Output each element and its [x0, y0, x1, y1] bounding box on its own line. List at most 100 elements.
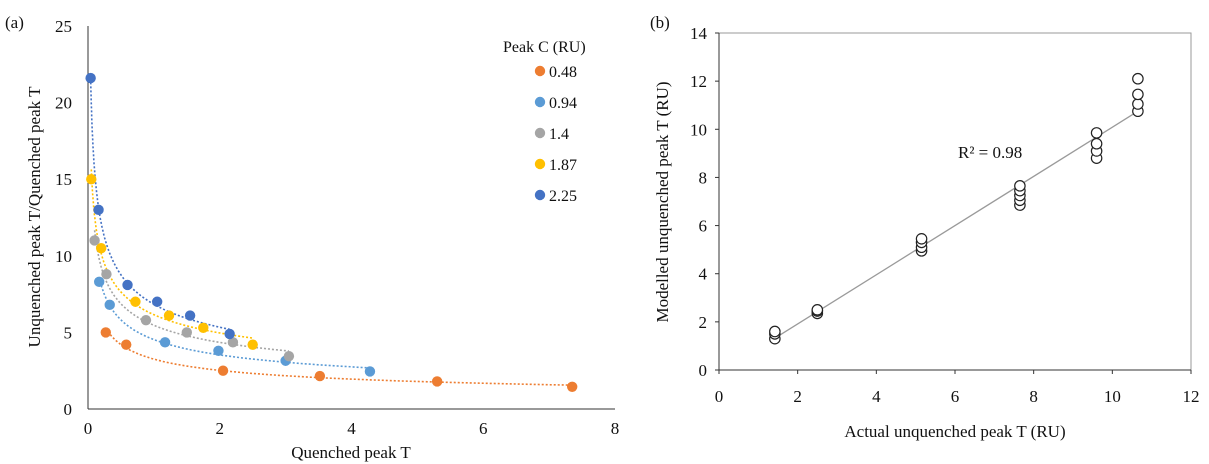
- panel-label-b: (b): [650, 13, 670, 32]
- data-point-b: [1090, 137, 1103, 150]
- legend-label: 1.4: [549, 126, 569, 143]
- data-point-b: [1132, 88, 1144, 101]
- x-tick-label-b: 6: [951, 387, 960, 406]
- data-point-a: [283, 350, 295, 362]
- data-point-a: [163, 310, 175, 321]
- r-squared-annotation: R² = 0.98: [958, 143, 1022, 162]
- data-point-a: [217, 365, 229, 376]
- x-tick-label-a: 6: [479, 419, 488, 438]
- data-point-a: [566, 381, 578, 392]
- data-point-a: [85, 72, 96, 84]
- data-point-a: [140, 314, 152, 326]
- plot-area-frame-b: [718, 32, 1192, 371]
- x-axis-title-a: Quenched peak T: [291, 443, 411, 462]
- data-point-a: [159, 337, 171, 348]
- data-point-a: [151, 296, 163, 307]
- data-point-a: [314, 370, 326, 382]
- x-tick-labels-a: 0 2 4 6 8: [84, 419, 620, 438]
- chart-panel-b: (b) 0 2 4 6 8 10 12 14 0 2 4 6 8 10 12 Actual unquenc…: [650, 13, 1200, 441]
- trend-line-a: [90, 169, 253, 339]
- data-point-a: [122, 279, 133, 291]
- y-axis-title-a: Unquenched peak T/Quenched peak T: [25, 86, 44, 348]
- data-point-b: [811, 304, 824, 316]
- data-point-a: [431, 376, 443, 387]
- data-point-a: [100, 327, 111, 338]
- y-tick-label-b: 4: [699, 265, 708, 284]
- y-tick-label-a: 5: [64, 323, 73, 342]
- x-tick-label-b: 4: [872, 387, 881, 406]
- data-point-b: [769, 325, 781, 338]
- y-tick-label-b: 0: [699, 361, 708, 380]
- data-point-a: [227, 337, 239, 348]
- data-point-a: [86, 174, 97, 185]
- x-tick-label-a: 8: [611, 419, 620, 438]
- x-tick-labels-b: 0 2 4 6 8 10 12: [715, 370, 1200, 406]
- data-point-b: [915, 233, 928, 245]
- trend-line-a: [105, 327, 573, 386]
- panel-label-a: (a): [5, 13, 24, 32]
- data-point-a: [181, 327, 193, 338]
- legend-label: 0.94: [549, 95, 577, 112]
- data-point-a: [224, 328, 235, 340]
- x-tick-label-b: 8: [1029, 387, 1038, 406]
- data-point-a: [130, 296, 141, 307]
- y-tick-label-b: 12: [690, 72, 707, 91]
- y-tick-label-a: 0: [64, 400, 73, 419]
- y-tick-labels-a: 0 5 10 15 20 25: [55, 17, 72, 419]
- x-axis-title-b: Actual unquenched peak T (RU): [844, 422, 1065, 441]
- trend-line-b: [773, 110, 1139, 340]
- data-point-b: [1014, 180, 1026, 192]
- data-point-a: [247, 339, 258, 350]
- legend-label: 0.48: [549, 64, 577, 81]
- data-point-b: [1132, 98, 1144, 110]
- legend-label: 1.87: [549, 157, 577, 174]
- legend-marker: [534, 65, 546, 77]
- data-point-b: [1132, 72, 1144, 85]
- data-points-b: [769, 72, 1144, 345]
- x-tick-label-b: 10: [1104, 387, 1121, 406]
- data-point-a: [93, 276, 105, 288]
- legend-label: 2.25: [549, 188, 577, 205]
- trend-line-a: [93, 230, 289, 352]
- data-points-a: [85, 72, 578, 392]
- y-tick-label-b: 6: [699, 217, 708, 236]
- legend-a: Peak C (RU) 0.48 0.94 1.4 1.87 2.25: [503, 39, 586, 205]
- x-tick-label-a: 4: [347, 419, 356, 438]
- chart-panel-a: (a) 0 5 10 15 20 25 0 2 4 6 8 Quenched peak T Unq…: [5, 13, 619, 462]
- data-point-a: [121, 339, 132, 350]
- data-point-b: [1090, 127, 1103, 139]
- y-tick-label-a: 20: [55, 94, 72, 113]
- data-point-a: [364, 366, 376, 377]
- data-point-a: [184, 310, 196, 321]
- x-tick-label-b: 12: [1183, 387, 1200, 406]
- legend-marker: [534, 127, 546, 139]
- x-tick-label-b: 2: [793, 387, 802, 406]
- y-tick-labels-b: 0 2 4 6 8 10 12 14: [690, 24, 719, 380]
- legend-marker: [534, 158, 546, 170]
- y-tick-label-b: 8: [699, 168, 708, 187]
- data-point-a: [198, 322, 209, 334]
- y-tick-label-b: 10: [690, 120, 707, 139]
- legend-marker: [534, 189, 546, 201]
- x-tick-label-b: 0: [715, 387, 724, 406]
- y-tick-label-a: 10: [55, 247, 72, 266]
- data-point-a: [104, 299, 115, 311]
- trend-line-b-segment: [773, 110, 1139, 340]
- x-tick-label-a: 0: [84, 419, 93, 438]
- legend-marker: [534, 96, 546, 108]
- data-point-a: [213, 345, 224, 356]
- x-tick-label-a: 2: [216, 419, 225, 438]
- trend-line-a: [89, 78, 230, 331]
- y-tick-label-b: 2: [699, 313, 708, 332]
- y-tick-label-a: 15: [55, 170, 72, 189]
- legend-title: Peak C (RU): [503, 39, 586, 56]
- y-tick-label-b: 14: [690, 24, 708, 43]
- data-point-a: [93, 204, 104, 216]
- data-point-a: [101, 268, 112, 280]
- y-axis-title-b: Modelled unquenched peak T (RU): [653, 81, 672, 322]
- data-point-a: [89, 235, 100, 246]
- y-tick-label-a: 25: [55, 17, 72, 36]
- data-point-a: [95, 242, 107, 254]
- trend-line-a: [98, 277, 370, 369]
